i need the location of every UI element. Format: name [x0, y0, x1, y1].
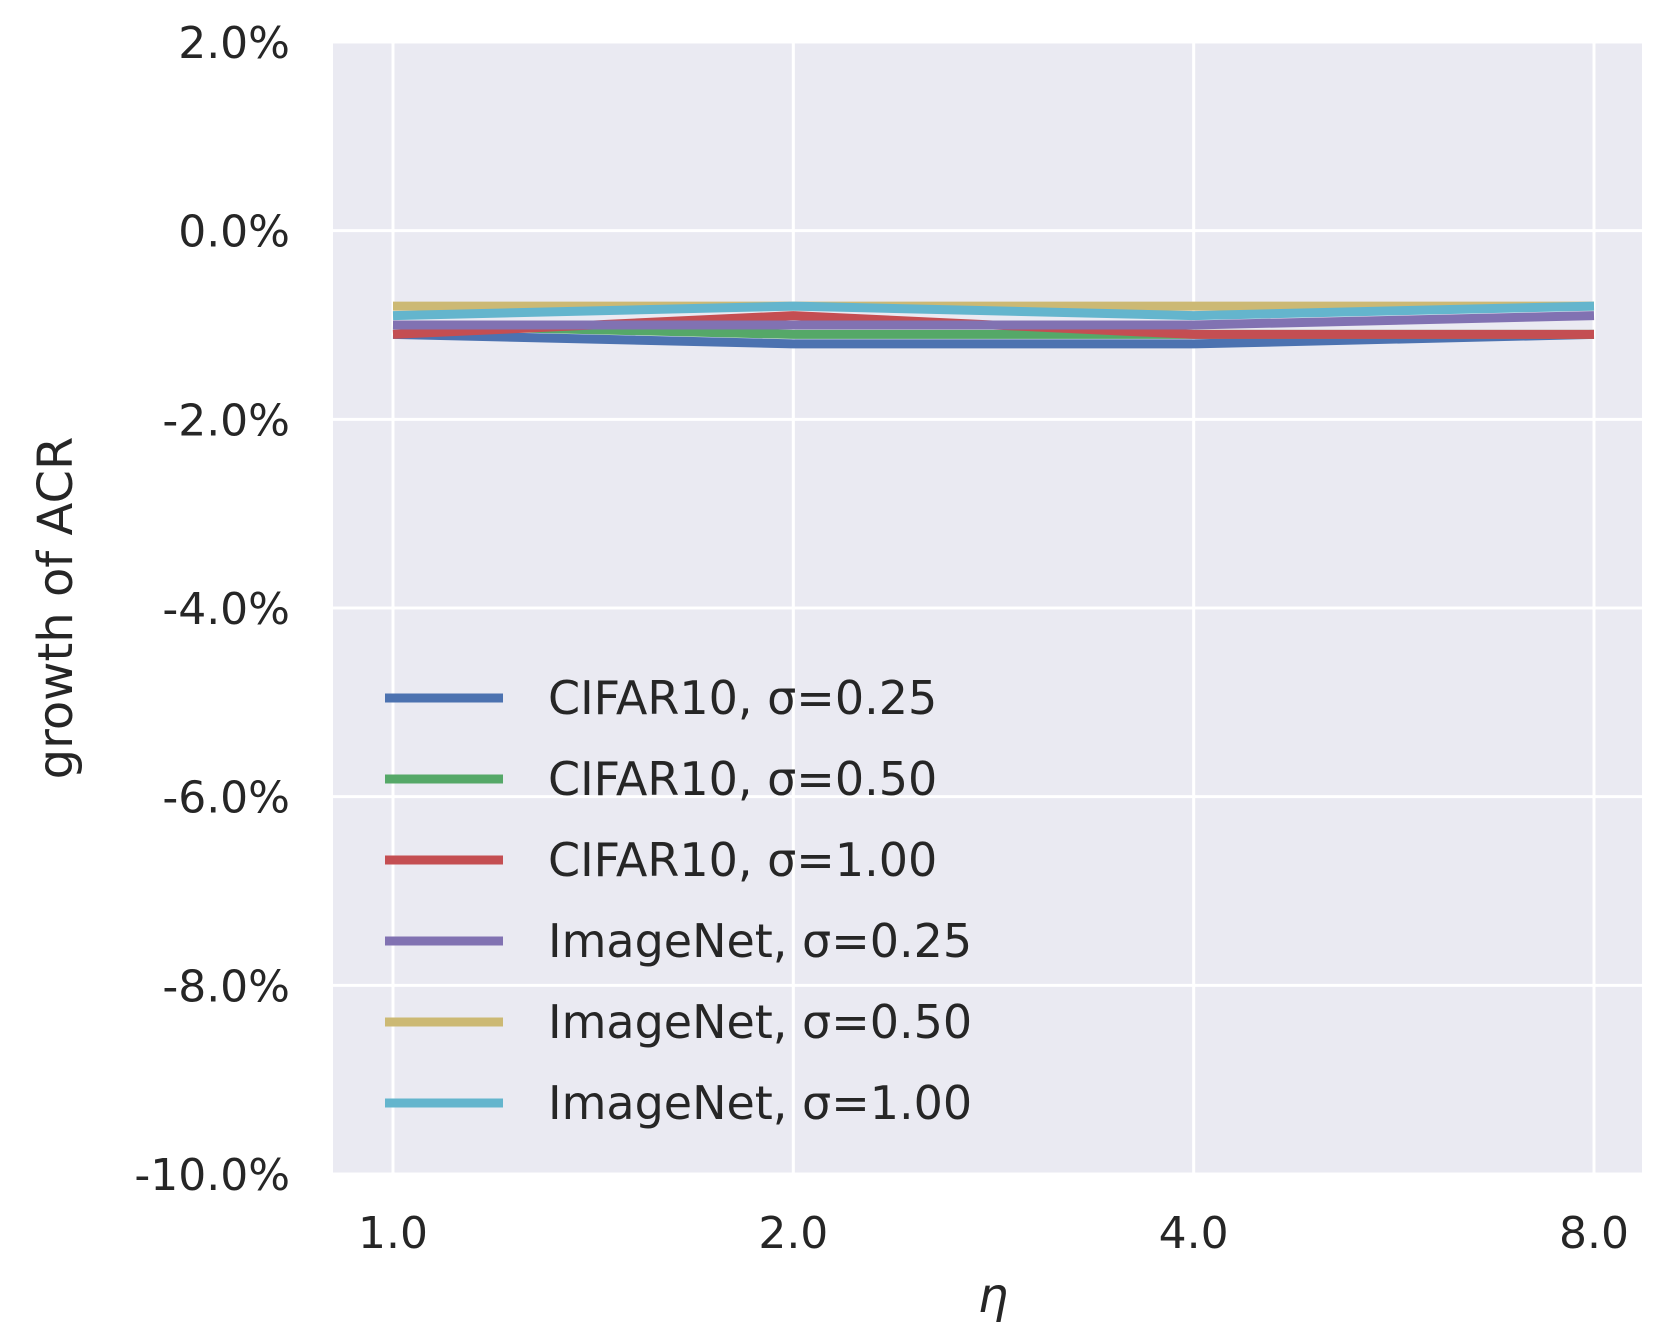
series-line-0	[392, 329, 1595, 349]
x-tick-label: 2.0	[758, 1208, 828, 1259]
y-axis-label: growth of ACR	[28, 437, 84, 780]
legend-item: ImageNet, σ=0.50	[385, 995, 972, 1049]
x-tick-label: 1.0	[358, 1208, 428, 1259]
x-axis-label: η	[978, 1268, 1008, 1324]
series-line-3	[393, 311, 1595, 330]
x-tick-label: 8.0	[1559, 1208, 1629, 1259]
legend-label: CIFAR10, σ=1.00	[548, 833, 937, 887]
y-tick-label: 2.0%	[178, 18, 290, 69]
y-tick-label: -4.0%	[162, 584, 290, 635]
legend-label: ImageNet, σ=1.00	[548, 1076, 972, 1130]
grid	[333, 40, 1642, 1176]
y-tick-label: -10.0%	[134, 1150, 290, 1201]
legend-item: ImageNet, σ=1.00	[385, 1076, 972, 1130]
y-axis-ticks: 2.0% 0.0% -2.0% -4.0% -6.0% -8.0% -10.0%	[134, 18, 290, 1201]
y-tick-label: -2.0%	[162, 395, 290, 446]
legend-label: CIFAR10, σ=0.50	[548, 752, 937, 806]
y-tick-label: -8.0%	[162, 961, 290, 1012]
legend-item: CIFAR10, σ=0.50	[385, 752, 937, 806]
x-axis-ticks: 1.0 2.0 4.0 8.0	[358, 1208, 1629, 1259]
y-tick-label: 0.0%	[178, 207, 290, 258]
x-tick-label: 4.0	[1159, 1208, 1229, 1259]
legend-item: CIFAR10, σ=1.00	[385, 833, 937, 887]
legend-item: ImageNet, σ=0.25	[385, 914, 972, 968]
series-line-5	[392, 301, 1595, 321]
legend-item: CIFAR10, σ=0.25	[385, 671, 937, 725]
series-lines	[392, 301, 1595, 349]
legend: CIFAR10, σ=0.25 CIFAR10, σ=0.50 CIFAR10, σ…	[385, 671, 972, 1130]
y-tick-label: -6.0%	[162, 773, 290, 824]
legend-label: CIFAR10, σ=0.25	[548, 671, 937, 725]
legend-label: ImageNet, σ=0.25	[548, 914, 972, 968]
legend-label: ImageNet, σ=0.50	[548, 995, 972, 1049]
